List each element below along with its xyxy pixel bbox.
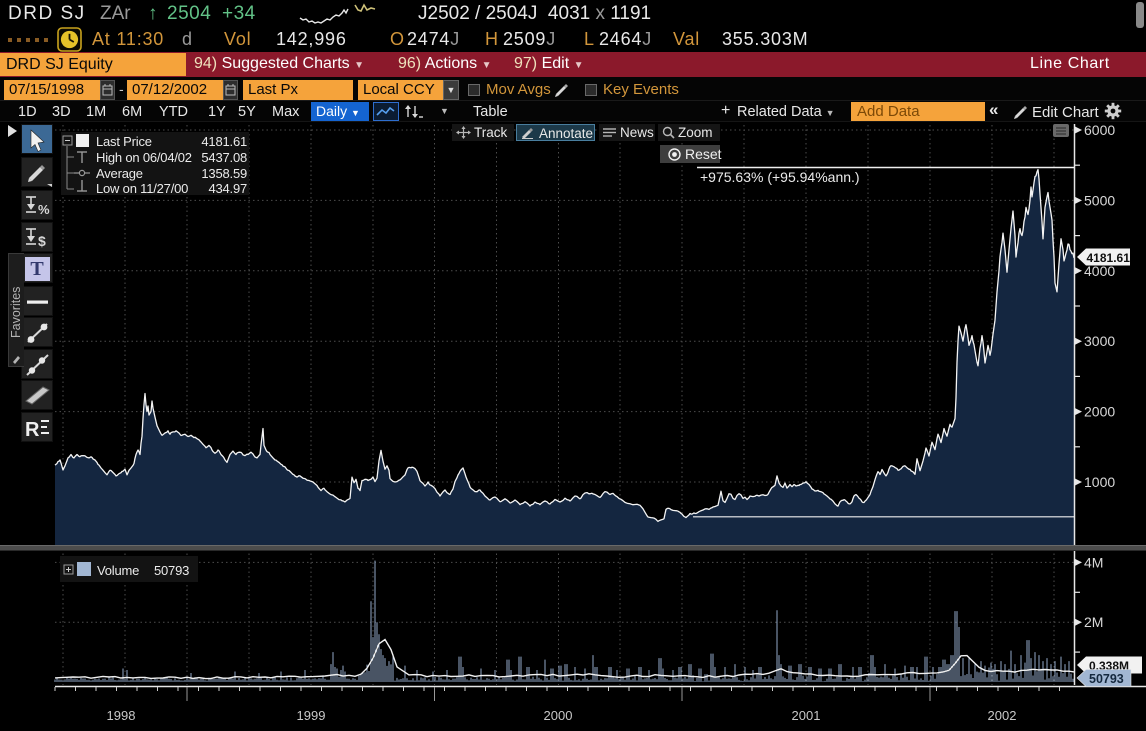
svg-text:50793: 50793 xyxy=(154,563,189,578)
svg-text:2000: 2000 xyxy=(1084,404,1115,420)
svg-text:+975.63% (+95.94%ann.): +975.63% (+95.94%ann.) xyxy=(700,169,860,185)
svg-text:4000: 4000 xyxy=(1084,263,1115,279)
svg-text:1358.59: 1358.59 xyxy=(201,166,247,181)
svg-text:Average: Average xyxy=(96,166,143,181)
svg-text:1998: 1998 xyxy=(107,708,136,723)
svg-text:4181.61: 4181.61 xyxy=(1087,251,1131,265)
svg-text:4M: 4M xyxy=(1084,554,1103,570)
svg-text:2002: 2002 xyxy=(988,708,1017,723)
svg-text:434.97: 434.97 xyxy=(208,181,247,196)
svg-text:2M: 2M xyxy=(1084,614,1103,630)
svg-text:1999: 1999 xyxy=(297,708,326,723)
svg-text:2001: 2001 xyxy=(792,708,821,723)
svg-text:50793: 50793 xyxy=(1089,672,1124,686)
svg-text:R: R xyxy=(25,419,40,441)
svg-text:Volume: Volume xyxy=(97,563,139,578)
svg-text:Low on 11/27/00: Low on 11/27/00 xyxy=(96,181,188,196)
svg-text:6000: 6000 xyxy=(1084,122,1115,138)
svg-text:%: % xyxy=(38,202,50,217)
svg-text:3000: 3000 xyxy=(1084,333,1115,349)
svg-text:5000: 5000 xyxy=(1084,192,1115,208)
svg-text:4181.61: 4181.61 xyxy=(201,134,247,149)
svg-text:1000: 1000 xyxy=(1084,474,1115,490)
svg-text:Last Price: Last Price xyxy=(96,134,152,149)
svg-text:2000: 2000 xyxy=(544,708,573,723)
svg-text:5437.08: 5437.08 xyxy=(201,150,247,165)
svg-text:High on 06/04/02: High on 06/04/02 xyxy=(96,150,192,165)
svg-text:$: $ xyxy=(38,233,46,249)
